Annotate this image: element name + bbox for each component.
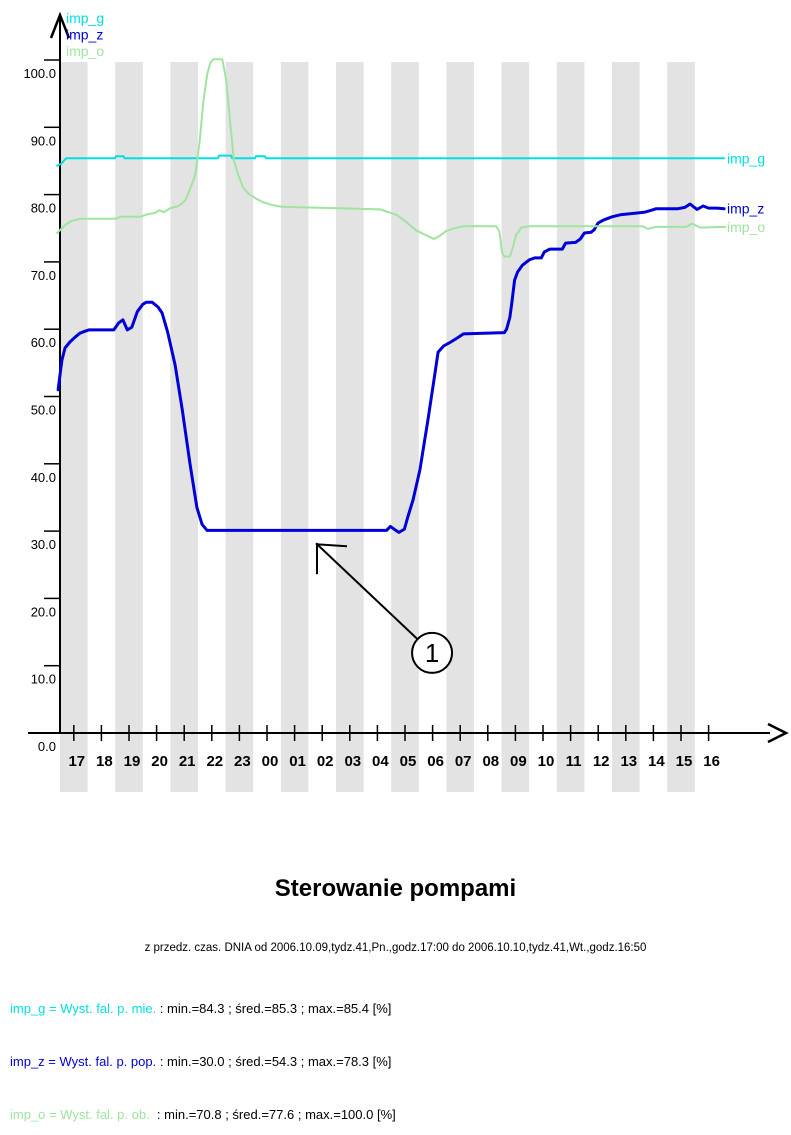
- y-tick-label: 0.0: [38, 739, 56, 754]
- y-tick-label: 30.0: [31, 537, 56, 552]
- x-tick-label: 22: [206, 753, 223, 770]
- x-tick-label: 19: [124, 753, 141, 770]
- time-range-subtitle: z przedz. czas. DNIA od 2006.10.09,tydz.…: [144, 942, 647, 954]
- x-tick-label: 02: [317, 753, 334, 770]
- series-imp_z-line: imp_z: [56, 201, 764, 534]
- x-tick-label: 13: [620, 753, 637, 770]
- y-tick-label: 70.0: [31, 268, 56, 283]
- annotation-number: 1: [425, 638, 439, 668]
- y-tick-label: 80.0: [31, 201, 56, 216]
- x-tick-label: 04: [372, 753, 389, 770]
- pump-trend-chart: 17 18 19 20 21 22 23 00 01 02 03 04 05 06 07 08 09 10 11 12…: [23, 10, 789, 792]
- stat-series-values-imp-g: : min.=84.3 ; śred.=85.3 ; max.=85.4 [%]: [156, 1001, 392, 1016]
- series-imp_o-line: imp_o: [56, 58, 765, 258]
- chart-title: Sterowanie pompami: [274, 875, 517, 902]
- stat-series-values-imp-z: : min.=30.0 ; śred.=54.3 ; max.=78.3 [%]: [156, 1054, 392, 1069]
- stat-row-imp-o: imp_o = Wyst. fal. p. ob. : min.=70.8 ; …: [10, 1107, 396, 1122]
- legend-item-imp_o: imp_o: [66, 43, 104, 59]
- stat-series-label-imp-o: imp_o = Wyst. fal. p. ob.: [10, 1107, 154, 1122]
- y-axis-ticks: 0.0 10.0 20.0 30.0 40.0 50.0 60.0 70.0 80.0 90.0 1…: [23, 59, 60, 754]
- stat-series-values-imp-o: : min.=70.8 ; śred.=77.6 ; max.=100.0 [%…: [153, 1107, 396, 1122]
- y-tick-label: 50.0: [31, 403, 56, 418]
- stat-row-imp-g: imp_g = Wyst. fal. p. mie. : min.=84.3 ;…: [10, 1001, 391, 1016]
- annotation-1: 1: [315, 542, 454, 674]
- x-tick-label: 10: [538, 753, 555, 770]
- legend-item-imp_g: imp_g: [66, 10, 104, 26]
- stat-series-label-imp-z: imp_z = Wyst. fal. p. pop.: [10, 1054, 157, 1069]
- x-axis-ticks: 17 18 19 20 21 22 23 00 01 02 03 04 05 06 07 08 09 10 11 12…: [68, 725, 720, 770]
- x-tick-label: 01: [289, 753, 306, 770]
- annotation-circle: [411, 631, 454, 674]
- x-tick-label: 09: [510, 753, 527, 770]
- hour-bands: [60, 62, 695, 792]
- x-tick-label: 17: [68, 753, 85, 770]
- legend-item-imp_z: imp_z: [66, 27, 103, 43]
- x-tick-label: 18: [96, 753, 113, 770]
- x-tick-label: 08: [482, 753, 499, 770]
- x-tick-label: 05: [400, 753, 417, 770]
- series-end-label-imp_g: imp_g: [727, 150, 765, 166]
- series-imp_g-line: imp_g: [56, 150, 765, 167]
- x-tick-label: 16: [703, 753, 720, 770]
- stat-row-imp-z: imp_z = Wyst. fal. p. pop. : min.=30.0 ;…: [10, 1054, 391, 1069]
- y-tick-label: 100.0: [23, 66, 56, 81]
- x-tick-label: 06: [427, 753, 444, 770]
- series-end-label-imp_o: imp_o: [727, 219, 765, 235]
- y-tick-label: 40.0: [31, 470, 56, 485]
- x-tick-label: 20: [151, 753, 168, 770]
- x-tick-label: 12: [593, 753, 610, 770]
- y-tick-label: 90.0: [31, 133, 56, 148]
- y-tick-label: 20.0: [31, 604, 56, 619]
- y-tick-label: 10.0: [31, 672, 56, 687]
- x-tick-label: 14: [648, 753, 665, 770]
- x-tick-label: 11: [566, 753, 582, 770]
- x-tick-label: 00: [262, 753, 279, 770]
- x-tick-label: 23: [234, 753, 251, 770]
- series-end-label-imp_z: imp_z: [727, 201, 764, 217]
- y-tick-label: 60.0: [31, 335, 56, 350]
- stat-series-label-imp-g: imp_g = Wyst. fal. p. mie.: [10, 1001, 157, 1016]
- x-tick-label: 21: [179, 753, 196, 770]
- x-tick-label: 03: [344, 753, 361, 770]
- x-tick-label: 15: [676, 753, 693, 770]
- x-tick-label: 07: [455, 753, 472, 770]
